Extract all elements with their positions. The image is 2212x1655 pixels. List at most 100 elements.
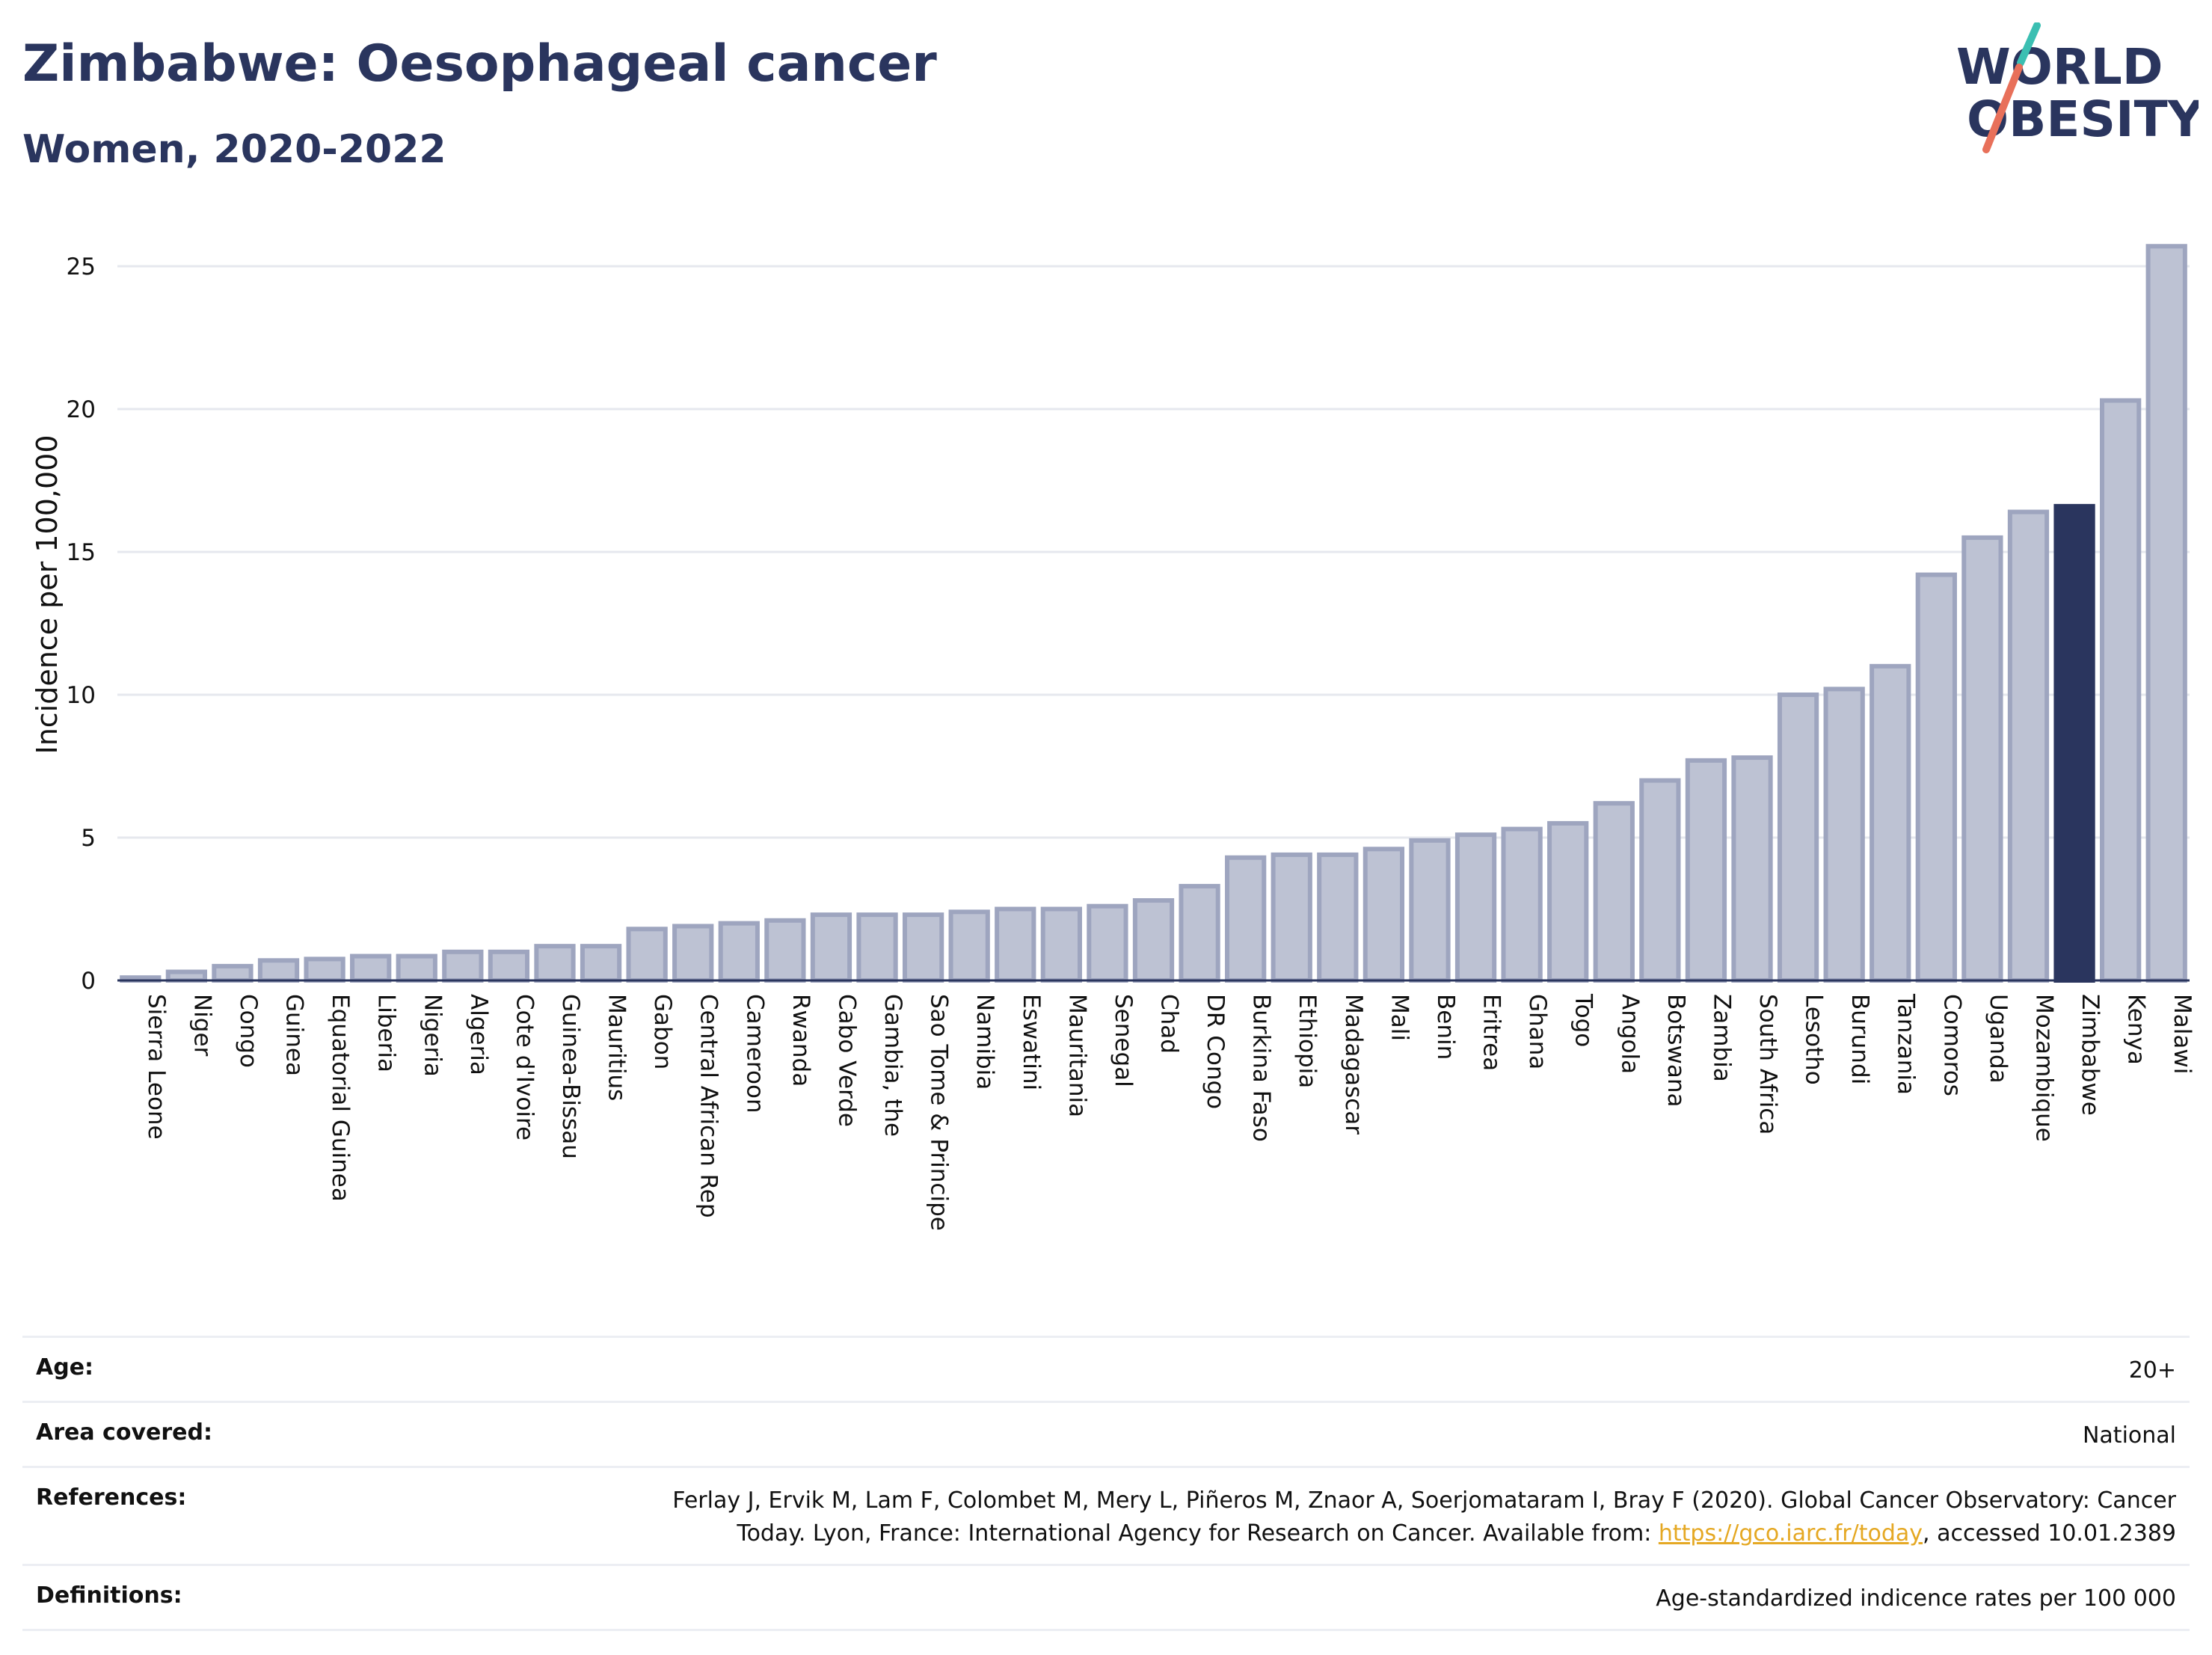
bar bbox=[902, 912, 944, 983]
y-tick-label: 20 bbox=[67, 396, 96, 423]
x-tick-label: Cabo Verde bbox=[833, 994, 860, 1127]
bar bbox=[1593, 801, 1635, 983]
logo-slash-top bbox=[2017, 22, 2041, 67]
x-tick-label: Ethiopia bbox=[1294, 994, 1321, 1088]
x-tick-label: Uganda bbox=[1985, 994, 2012, 1084]
meta-row-definitions: Definitions: Age-standardized indicence … bbox=[22, 1566, 2190, 1631]
bar bbox=[350, 954, 392, 983]
y-axis-title: Incidence per 100,000 bbox=[31, 435, 64, 754]
x-tick-label: Gabon bbox=[649, 994, 676, 1069]
bar bbox=[1179, 883, 1220, 983]
bar bbox=[2053, 503, 2095, 983]
x-tick-label: Rwanda bbox=[787, 994, 814, 1087]
meta-row-references: References: Ferlay J, Ervik M, Lam F, Co… bbox=[22, 1468, 2190, 1566]
y-axis-ticks: 0 5 10 15 20 25 bbox=[67, 254, 96, 995]
meta-key-area: Area covered: bbox=[36, 1419, 212, 1446]
chart-subtitle: Women, 2020-2022 bbox=[22, 127, 446, 172]
x-tick-label: Lesotho bbox=[1801, 994, 1828, 1085]
meta-value-area: National bbox=[2082, 1422, 2176, 1449]
bar bbox=[1731, 755, 1773, 983]
x-tick-label: Cote d'Ivoire bbox=[511, 994, 538, 1140]
reference-line-2-end: , accessed 10.01.2389 bbox=[1923, 1520, 2176, 1547]
bar bbox=[165, 969, 207, 983]
logo-slash-bottom bbox=[1982, 64, 2023, 153]
x-tick-label: Togo bbox=[1570, 993, 1597, 1047]
bar bbox=[1501, 826, 1543, 983]
bar bbox=[856, 912, 898, 983]
x-tick-label: Madagascar bbox=[1340, 994, 1367, 1134]
bar bbox=[534, 944, 576, 983]
reference-line-2: Today. Lyon, France: International Agenc… bbox=[737, 1520, 1659, 1547]
bar bbox=[995, 906, 1036, 983]
x-tick-label: Tanzania bbox=[1893, 993, 1920, 1095]
metadata-table: Age: 20+ Area covered: National Referenc… bbox=[22, 1336, 2190, 1631]
bar bbox=[1132, 898, 1175, 983]
x-tick-label: Guinea bbox=[281, 994, 308, 1076]
x-tick-label: Mali bbox=[1386, 994, 1413, 1041]
y-tick-label: 5 bbox=[81, 825, 96, 852]
y-tick-label: 0 bbox=[81, 968, 96, 995]
bar bbox=[2007, 509, 2050, 983]
bar bbox=[212, 963, 254, 983]
world-obesity-logo: WORLD OBESITY bbox=[1956, 22, 2199, 153]
x-tick-label: Mauritius bbox=[603, 994, 630, 1101]
x-tick-label: Senegal bbox=[1110, 994, 1137, 1087]
x-tick-label: Botswana bbox=[1662, 994, 1689, 1108]
x-tick-label: Congo bbox=[235, 994, 262, 1068]
bar bbox=[396, 954, 437, 983]
bar bbox=[1639, 778, 1681, 983]
bar bbox=[2100, 398, 2142, 983]
bar bbox=[1362, 847, 1405, 983]
x-tick-label: Angola bbox=[1616, 994, 1643, 1074]
bar bbox=[304, 957, 345, 983]
meta-row-age: Age: 20+ bbox=[22, 1338, 2190, 1403]
x-tick-label: DR Congo bbox=[1202, 994, 1229, 1109]
bar bbox=[1454, 832, 1497, 983]
bar bbox=[2145, 244, 2187, 983]
reference-link[interactable]: https://gco.iarc.fr/today bbox=[1658, 1520, 1923, 1547]
bar bbox=[1685, 758, 1727, 983]
x-tick-label: Ghana bbox=[1524, 994, 1551, 1069]
bar bbox=[718, 921, 760, 983]
bar bbox=[1870, 663, 1911, 983]
x-tick-label: Equatorial Guinea bbox=[327, 994, 354, 1202]
meta-value-definitions: Age-standardized indicence rates per 100… bbox=[1656, 1585, 2176, 1612]
bar bbox=[488, 949, 530, 983]
bar bbox=[1961, 535, 2003, 983]
bar bbox=[1087, 903, 1128, 983]
bar bbox=[580, 944, 622, 983]
bar bbox=[1040, 906, 1082, 983]
reference-line-1: Ferlay J, Ervik M, Lam F, Colombet M, Me… bbox=[672, 1487, 2176, 1514]
x-axis-category-labels: Sierra Leone Niger Congo Guinea Equatorial G… bbox=[143, 993, 2196, 1231]
x-tick-label: South Africa bbox=[1754, 994, 1781, 1134]
x-tick-label: Zimbabwe bbox=[2077, 994, 2104, 1116]
x-tick-label: Burundi bbox=[1846, 994, 1873, 1084]
bar bbox=[1823, 687, 1865, 983]
x-tick-label: Nigeria bbox=[419, 994, 446, 1077]
x-tick-label: Eritrea bbox=[1478, 994, 1505, 1071]
y-tick-label: 15 bbox=[67, 539, 96, 566]
bar bbox=[1271, 852, 1312, 983]
meta-key-age: Age: bbox=[36, 1354, 94, 1381]
x-tick-label: Malawi bbox=[2169, 994, 2196, 1074]
x-tick-label: Namibia bbox=[971, 994, 998, 1090]
x-tick-label: Chad bbox=[1156, 994, 1183, 1054]
bar bbox=[1409, 838, 1451, 983]
meta-value-age: 20+ bbox=[2128, 1357, 2176, 1384]
y-tick-label: 25 bbox=[67, 254, 96, 280]
x-tick-label: Kenya bbox=[2123, 994, 2150, 1065]
x-tick-label: Comoros bbox=[1938, 994, 1965, 1096]
bar bbox=[1777, 693, 1819, 983]
bar bbox=[442, 949, 484, 983]
bar bbox=[1317, 852, 1359, 983]
chart-title: Zimbabwe: Oesophageal cancer bbox=[22, 34, 937, 93]
x-tick-label: Guinea-Bissau bbox=[557, 994, 584, 1159]
x-tick-label: Sao Tome & Principe bbox=[926, 994, 953, 1231]
x-tick-label: Gambia, the bbox=[879, 994, 906, 1137]
bar bbox=[764, 918, 806, 983]
meta-key-definitions: Definitions: bbox=[36, 1582, 182, 1609]
bars bbox=[120, 244, 2187, 983]
meta-value-references: Ferlay J, Ervik M, Lam F, Colombet M, Me… bbox=[672, 1484, 2176, 1550]
bar bbox=[1225, 855, 1267, 983]
bar bbox=[1915, 572, 1957, 983]
